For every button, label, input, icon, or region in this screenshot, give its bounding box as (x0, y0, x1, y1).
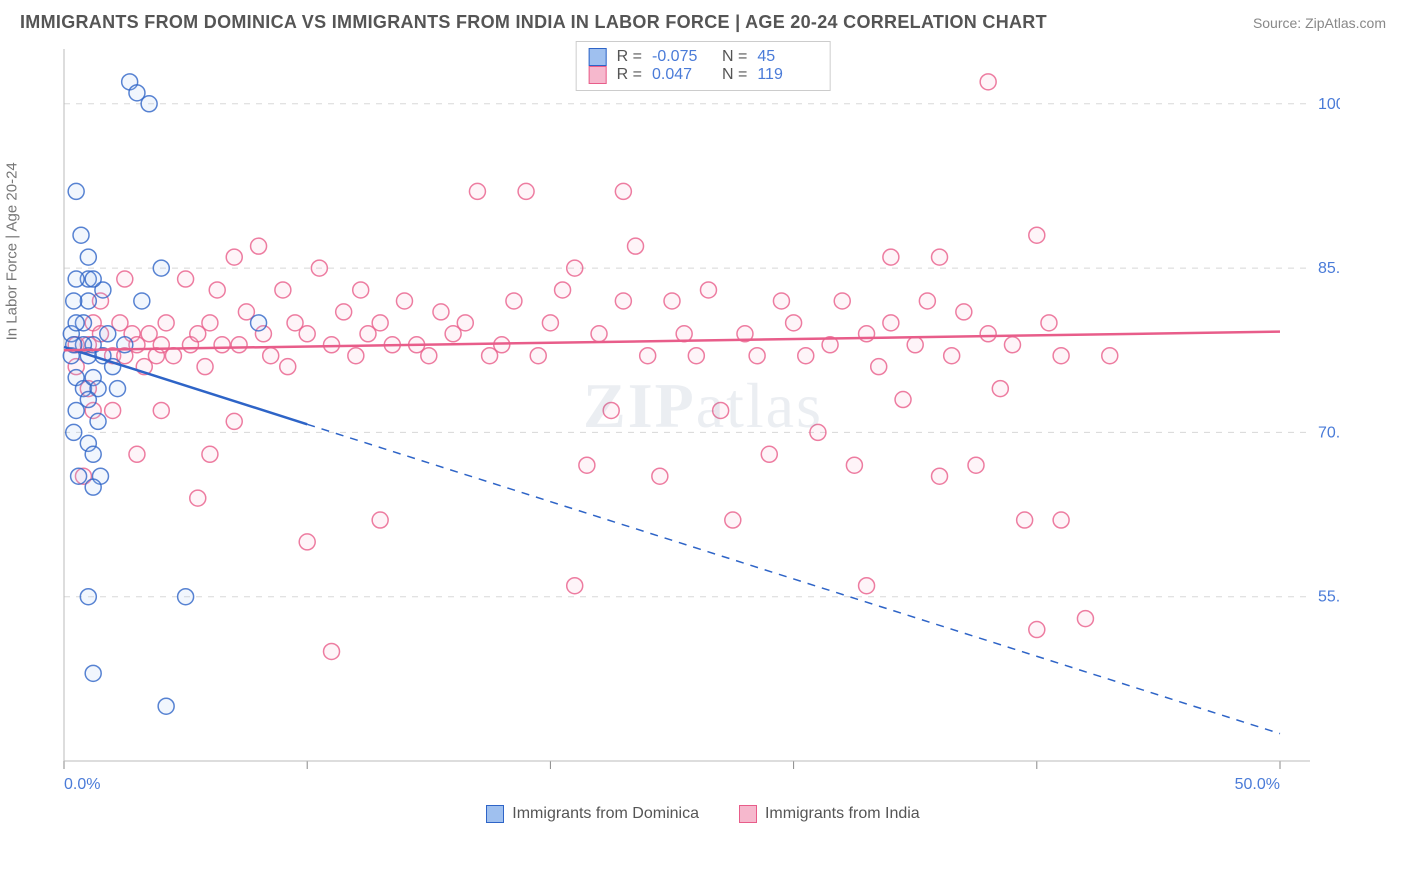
svg-text:50.0%: 50.0% (1235, 776, 1280, 793)
source-citation: Source: ZipAtlas.com (1253, 15, 1386, 31)
swatch-dominica (486, 805, 504, 823)
swatch-india (589, 66, 607, 84)
y-axis-title: In Labor Force | Age 20-24 (4, 162, 21, 340)
chart-title: IMMIGRANTS FROM DOMINICA VS IMMIGRANTS F… (20, 12, 1047, 33)
legend-item-india: Immigrants from India (739, 805, 920, 823)
correlation-legend: R = -0.075 N = 45 R = 0.047 N = 119 (576, 41, 831, 91)
chart-area: In Labor Force | Age 20-24 55.0%70.0%85.… (20, 41, 1386, 801)
legend-row-dominica: R = -0.075 N = 45 (589, 48, 818, 66)
n-label: N = (722, 48, 747, 66)
r-label: R = (617, 48, 642, 66)
scatter-plot: 55.0% 70.0% 85.0% 100.0% 0.0% 50.0% (20, 41, 1340, 801)
svg-text:0.0%: 0.0% (64, 776, 100, 793)
legend-item-dominica: Immigrants from Dominica (486, 805, 699, 823)
legend-row-india: R = 0.047 N = 119 (589, 66, 818, 84)
r-value-india: 0.047 (652, 66, 712, 84)
svg-text:85.0%: 85.0% (1318, 260, 1340, 277)
r-label: R = (617, 66, 642, 84)
svg-text:100.0%: 100.0% (1318, 96, 1340, 113)
n-label: N = (722, 66, 747, 84)
svg-text:70.0%: 70.0% (1318, 424, 1340, 441)
series-legend: Immigrants from Dominica Immigrants from… (0, 805, 1406, 823)
source-name: ZipAtlas.com (1305, 15, 1386, 31)
n-value-dominica: 45 (757, 48, 817, 66)
swatch-dominica (589, 48, 607, 66)
source-label: Source: (1253, 15, 1305, 31)
chart-header: IMMIGRANTS FROM DOMINICA VS IMMIGRANTS F… (0, 0, 1406, 41)
legend-label-india: Immigrants from India (765, 805, 920, 823)
legend-label-dominica: Immigrants from Dominica (512, 805, 699, 823)
swatch-india (739, 805, 757, 823)
svg-text:55.0%: 55.0% (1318, 589, 1340, 606)
n-value-india: 119 (757, 66, 817, 84)
r-value-dominica: -0.075 (652, 48, 712, 66)
